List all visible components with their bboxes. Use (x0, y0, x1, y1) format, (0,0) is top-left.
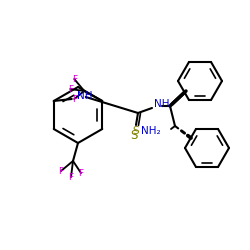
Text: F: F (72, 94, 77, 104)
Text: S: S (133, 126, 139, 136)
Text: NH₂: NH₂ (142, 126, 161, 136)
Text: F: F (68, 172, 73, 182)
Text: S: S (130, 129, 138, 142)
Text: F: F (72, 74, 77, 84)
Text: NH: NH (154, 99, 170, 109)
Text: NH: NH (77, 91, 92, 101)
Text: F: F (78, 168, 84, 177)
Text: F: F (68, 84, 73, 94)
Text: F: F (58, 166, 64, 175)
